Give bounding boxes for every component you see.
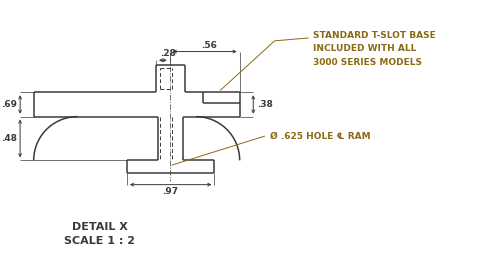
Text: .28: .28: [159, 49, 175, 58]
Text: DETAIL X
SCALE 1 : 2: DETAIL X SCALE 1 : 2: [64, 222, 135, 246]
Text: .69: .69: [1, 100, 17, 109]
Text: .48: .48: [1, 134, 17, 143]
Text: STANDARD T-SLOT BASE
INCLUDED WITH ALL
3000 SERIES MODELS: STANDARD T-SLOT BASE INCLUDED WITH ALL 3…: [313, 31, 435, 67]
Text: Ø .625 HOLE ℄ RAM: Ø .625 HOLE ℄ RAM: [269, 132, 370, 140]
Text: .56: .56: [201, 41, 217, 50]
Text: .38: .38: [257, 100, 273, 109]
Text: .97: .97: [162, 187, 179, 196]
